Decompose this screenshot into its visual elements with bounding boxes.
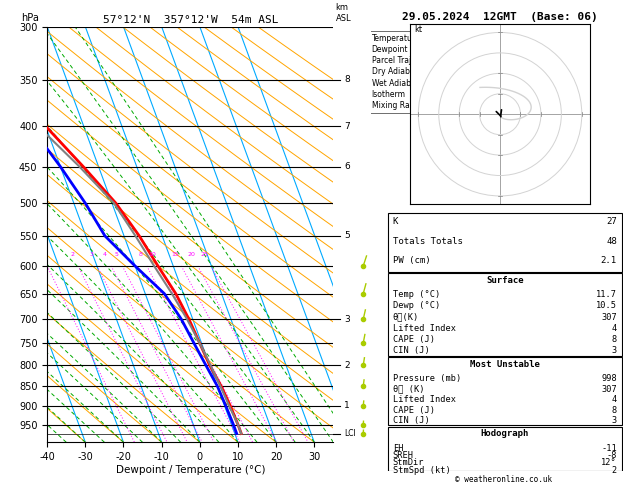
Text: θᴄ (K): θᴄ (K)	[392, 385, 424, 394]
Text: 8: 8	[611, 406, 617, 415]
Text: Lifted Index: Lifted Index	[392, 324, 456, 333]
Text: 3: 3	[89, 252, 93, 257]
Bar	[388, 357, 621, 426]
Text: Lifted Index: Lifted Index	[392, 395, 456, 404]
Text: 3: 3	[611, 346, 617, 355]
Text: kt: kt	[415, 25, 422, 35]
Text: Pressure (mb): Pressure (mb)	[392, 374, 461, 383]
Text: hPa: hPa	[21, 13, 39, 22]
Text: Surface: Surface	[486, 276, 523, 285]
Text: EH: EH	[392, 444, 403, 453]
Text: 2.1: 2.1	[601, 256, 617, 265]
Legend: Temperature, Dewpoint, Parcel Trajectory, Dry Adiabat, Wet Adiabat, Isotherm, Mi: Temperature, Dewpoint, Parcel Trajectory…	[350, 31, 438, 113]
Text: 4: 4	[611, 324, 617, 333]
Text: -8: -8	[606, 451, 617, 460]
Text: km
ASL: km ASL	[336, 3, 351, 22]
Text: 8: 8	[345, 75, 350, 85]
Text: Dewp (°C): Dewp (°C)	[392, 301, 440, 311]
Text: Temp (°C): Temp (°C)	[392, 290, 440, 299]
Text: Mixing Ratio (g/kg): Mixing Ratio (g/kg)	[362, 195, 371, 274]
Text: StmSpd (kt): StmSpd (kt)	[392, 466, 450, 474]
Text: 2: 2	[611, 466, 617, 474]
Text: 15: 15	[171, 252, 179, 257]
Text: 57°12'N  357°12'W  54m ASL: 57°12'N 357°12'W 54m ASL	[103, 15, 278, 25]
Bar	[388, 273, 621, 356]
Text: SREH: SREH	[392, 451, 414, 460]
Text: 27: 27	[606, 217, 617, 226]
Text: 4: 4	[611, 395, 617, 404]
Text: © weatheronline.co.uk: © weatheronline.co.uk	[455, 474, 552, 484]
Text: 1: 1	[345, 401, 350, 410]
Text: 29.05.2024  12GMT  (Base: 06): 29.05.2024 12GMT (Base: 06)	[402, 12, 598, 22]
Text: CAPE (J): CAPE (J)	[392, 335, 435, 344]
Text: CIN (J): CIN (J)	[392, 417, 430, 425]
Text: LCL: LCL	[345, 429, 358, 438]
Text: 8: 8	[611, 335, 617, 344]
Text: 11.7: 11.7	[596, 290, 617, 299]
Text: 2: 2	[70, 252, 74, 257]
Text: 4: 4	[103, 252, 107, 257]
Text: 307: 307	[601, 385, 617, 394]
Text: 998: 998	[601, 374, 617, 383]
Text: 25: 25	[201, 252, 208, 257]
Text: Totals Totals: Totals Totals	[392, 237, 462, 245]
Text: 7: 7	[345, 122, 350, 131]
X-axis label: Dewpoint / Temperature (°C): Dewpoint / Temperature (°C)	[116, 465, 265, 475]
Text: 10.5: 10.5	[596, 301, 617, 311]
Text: K: K	[392, 217, 398, 226]
Text: 5: 5	[114, 252, 118, 257]
Text: 5: 5	[345, 231, 350, 241]
Text: PW (cm): PW (cm)	[392, 256, 430, 265]
Text: CAPE (J): CAPE (J)	[392, 406, 435, 415]
Text: -11: -11	[601, 444, 617, 453]
Text: 307: 307	[601, 312, 617, 322]
Text: θᴄ(K): θᴄ(K)	[392, 312, 419, 322]
Text: 2: 2	[345, 361, 350, 370]
Text: 48: 48	[606, 237, 617, 245]
Text: 3: 3	[611, 417, 617, 425]
Text: 10: 10	[148, 252, 157, 257]
Text: 12°: 12°	[601, 458, 617, 468]
Bar	[388, 427, 621, 471]
Text: 6: 6	[345, 162, 350, 171]
Bar	[388, 213, 621, 272]
Text: 20: 20	[187, 252, 196, 257]
Text: 3: 3	[345, 314, 350, 324]
Text: 8: 8	[139, 252, 143, 257]
Text: CIN (J): CIN (J)	[392, 346, 430, 355]
Text: Hodograph: Hodograph	[481, 430, 529, 438]
Text: Most Unstable: Most Unstable	[470, 360, 540, 369]
Text: StmDir: StmDir	[392, 458, 424, 468]
